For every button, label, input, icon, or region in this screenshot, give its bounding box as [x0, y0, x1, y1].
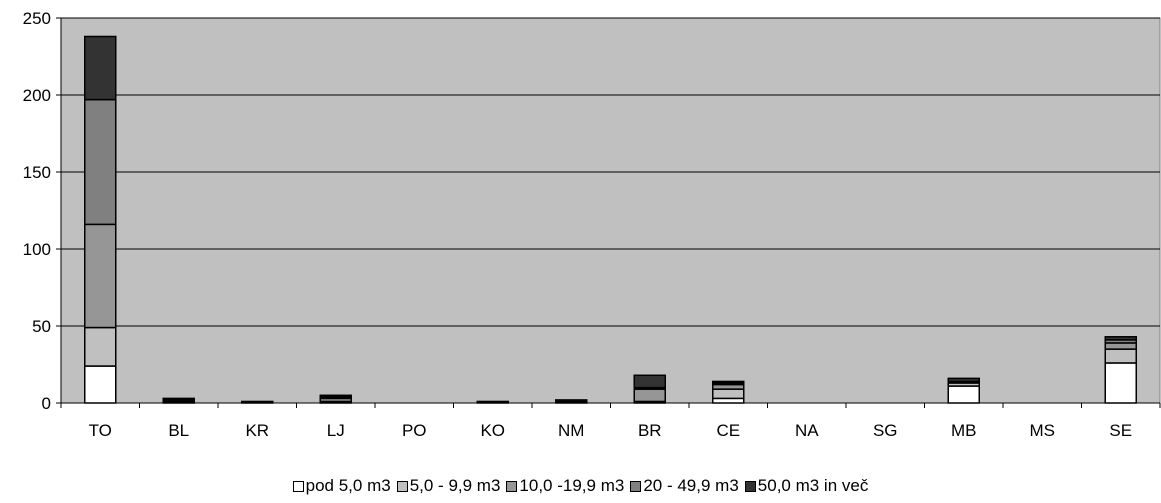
x-tick-label: SG — [873, 421, 898, 440]
legend-swatch — [630, 481, 642, 492]
x-tick-label: LJ — [327, 421, 345, 440]
bar-segment — [947, 385, 980, 404]
bar-segment — [84, 365, 117, 404]
bar-segment — [84, 326, 117, 367]
legend-swatch — [506, 481, 518, 492]
bar-segment — [633, 374, 666, 389]
y-tick-label: 250 — [23, 9, 51, 28]
x-tick-label: TO — [89, 421, 112, 440]
bar-segment — [476, 400, 509, 404]
legend-swatch — [744, 481, 756, 492]
y-tick-label: 100 — [23, 240, 51, 259]
legend-swatch — [396, 481, 408, 492]
x-tick-label: KO — [480, 421, 505, 440]
bar-segment — [241, 400, 274, 404]
bars — [84, 35, 1137, 404]
x-tick-label: BL — [168, 421, 189, 440]
plot-area — [60, 17, 1161, 404]
legend-label: pod 5,0 m3 — [305, 476, 391, 495]
bar-segment — [84, 35, 117, 101]
tick-labels: 0 50 100 150 200 250 TO BL KR LJ PO KO NM BR CE NA SG MB M… — [23, 9, 1132, 440]
x-tick-label: SE — [1109, 421, 1132, 440]
x-tick-label: NA — [795, 421, 819, 440]
bar-segment — [712, 380, 745, 384]
legend-label: 50,0 m3 in več — [757, 476, 869, 495]
bar-segment — [633, 388, 666, 403]
legend-item: 10,0 -19,9 m3 — [506, 476, 624, 496]
bar-segment — [1104, 342, 1137, 350]
bar-segment — [319, 394, 352, 398]
y-tick-label: 0 — [42, 394, 51, 413]
legend-item: 5,0 - 9,9 m3 — [396, 476, 501, 496]
legend-label: 10,0 -19,9 m3 — [519, 476, 625, 495]
x-tick-label: BR — [638, 421, 662, 440]
x-tick-label: MB — [951, 421, 977, 440]
x-tick-label: PO — [402, 421, 427, 440]
legend-swatch — [292, 481, 304, 492]
bar-segment — [555, 399, 588, 403]
bar-segment — [84, 98, 117, 226]
x-tick-label: MS — [1030, 421, 1056, 440]
y-tick-label: 50 — [32, 317, 51, 336]
bar-segment — [1104, 348, 1137, 364]
legend-label: 5,0 - 9,9 m3 — [409, 476, 501, 495]
legend-label: 20 - 49,9 m3 — [643, 476, 739, 495]
y-tick-label: 200 — [23, 86, 51, 105]
bar-segment — [947, 377, 980, 383]
bar-segment — [162, 397, 195, 401]
x-tick-label: KR — [245, 421, 269, 440]
y-tick-label: 150 — [23, 163, 51, 182]
legend: pod 5,0 m3 5,0 - 9,9 m3 10,0 -19,9 m3 20 - … — [0, 476, 1161, 496]
x-tick-label: CE — [716, 421, 740, 440]
legend-item: 20 - 49,9 m3 — [630, 476, 739, 496]
chart-canvas: 0 50 100 150 200 250 TO BL KR LJ PO KO NM BR CE NA SG MB M… — [23, 9, 1161, 440]
bar-segment — [1104, 336, 1137, 341]
gridlines — [61, 17, 1160, 327]
bar-segment — [84, 223, 117, 329]
x-tick-label: NM — [558, 421, 584, 440]
bar-segment — [712, 388, 745, 400]
legend-item: 50,0 m3 in več — [744, 476, 869, 496]
bar-segment — [1104, 362, 1137, 404]
legend-item: pod 5,0 m3 — [292, 476, 391, 496]
